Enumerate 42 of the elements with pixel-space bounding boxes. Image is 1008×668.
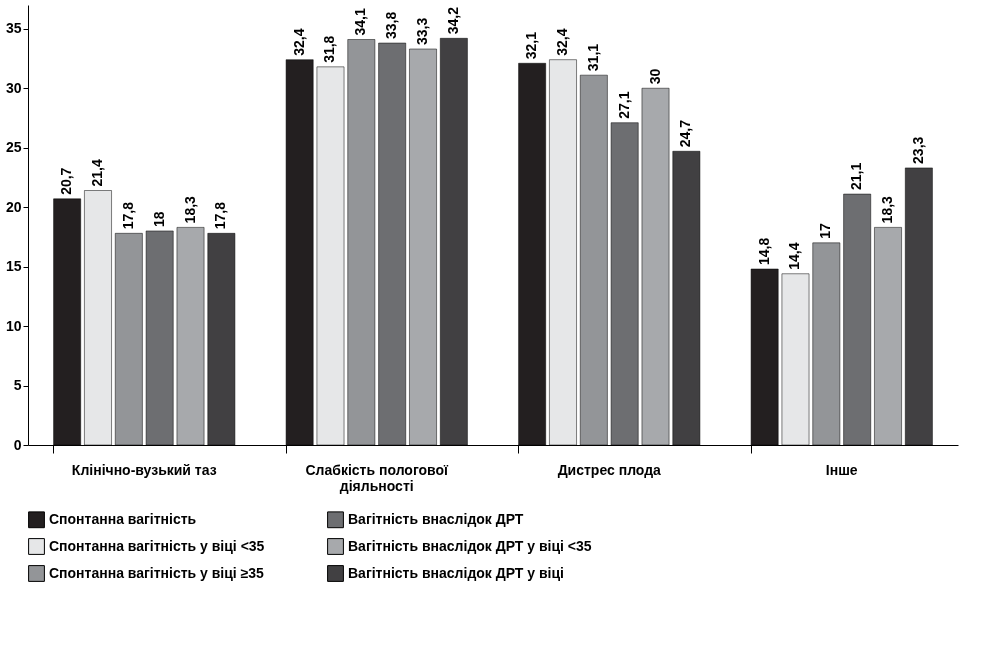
data-label: 24,7 (677, 119, 694, 148)
data-label: 17,8 (212, 201, 229, 230)
data-label: 17,8 (119, 201, 136, 230)
legend-label: Спонтанна вагітність у віці <35 (49, 537, 265, 554)
y-tick-label: 15 (5, 258, 22, 275)
x-tick-label: Клінічно-вузький таз (71, 461, 217, 478)
y-tick-label: 5 (13, 377, 22, 394)
y-tick-label: 35 (5, 20, 22, 37)
data-label: 17 (817, 223, 834, 239)
legend-label: Вагітність внаслідок ДРТ у віці <35 (348, 537, 592, 554)
data-label: 32,1 (523, 31, 540, 60)
data-label: 33,3 (414, 17, 431, 45)
data-label: 34,2 (444, 6, 461, 35)
data-label: 32,4 (290, 28, 307, 56)
y-tick-label: 0 (13, 436, 22, 453)
data-label: 32,4 (553, 28, 570, 56)
legend-label: Вагітність внаслідок ДРТ (348, 510, 524, 527)
data-label: 33,8 (383, 11, 400, 40)
data-label: 31,1 (584, 43, 601, 72)
data-label: 18,3 (879, 195, 896, 224)
data-label: 14,4 (786, 242, 803, 270)
legend-label: Спонтанна вагітність у віці ≥35 (49, 564, 265, 581)
x-tick-label: Інше (825, 461, 858, 478)
y-tick-label: 10 (5, 317, 22, 334)
legend-label: Спонтанна вагітність (49, 510, 197, 527)
y-tick-label: 30 (5, 79, 22, 96)
data-label: 20,7 (58, 167, 75, 195)
data-label: 27,1 (615, 91, 632, 119)
data-label: 18 (150, 211, 167, 227)
x-tick-label: Дистрес плода (557, 461, 662, 478)
data-label: 23,3 (909, 136, 926, 164)
x-tick-label: Слабкість пологової діяльності (305, 461, 450, 494)
data-label: 31,8 (321, 35, 338, 63)
legend-label: Вагітність внаслідок ДРТ у віці (348, 564, 564, 581)
data-label: 21,4 (88, 159, 105, 187)
data-label: 18,3 (181, 195, 198, 224)
data-label: 34,1 (352, 8, 369, 36)
data-label: 14,8 (755, 237, 772, 265)
y-tick-label: 25 (5, 139, 22, 156)
y-tick-label: 20 (5, 198, 22, 215)
data-label: 21,1 (848, 162, 865, 191)
data-label: 30 (646, 68, 663, 85)
